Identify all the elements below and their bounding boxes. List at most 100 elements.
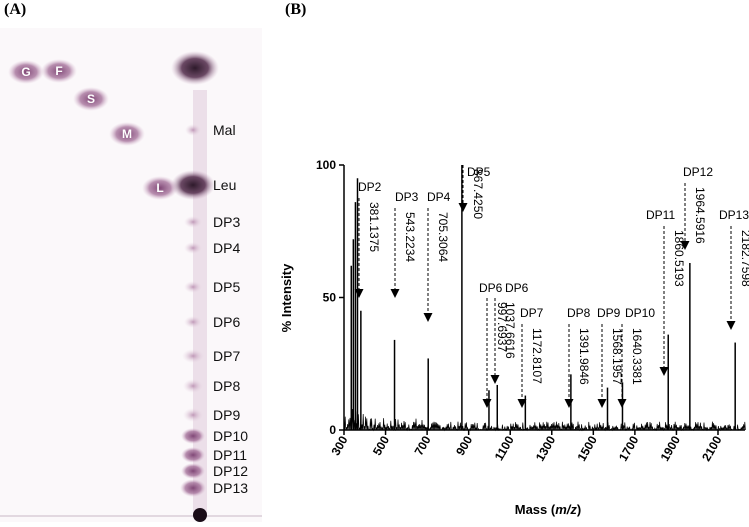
standard-spot-m: M — [109, 122, 145, 146]
ladder-spot-dp6 — [184, 316, 202, 328]
annotation-dp2: DP2 381.1375 — [354, 180, 382, 298]
annotation-label: DP6 — [479, 281, 503, 295]
tlc-ladder-lane: Mal Leu DP3 DP4 DP5 DP6 DP7 DP8 DP9 DP10 DP11DP12D… — [171, 51, 248, 522]
annotation-arrow-icon — [659, 367, 669, 376]
spectrum-baseline-noise — [343, 408, 746, 432]
annotation-label: DP6 — [505, 281, 529, 295]
annotation-mass: 381.1375 — [367, 202, 381, 252]
annotation-mass: 867.4250 — [471, 169, 485, 219]
annotation-dp10: DP10 1640.3381 — [617, 306, 655, 408]
ladder-label-dp5: DP5 — [213, 279, 240, 295]
mass-spectrum-chart: DP2 381.1375 DP3 543.2234 DP4 705.3064 DP5867.… — [279, 158, 749, 517]
x-tick-label-1700: 1700 — [616, 433, 642, 463]
annotation-label: DP7 — [520, 306, 544, 320]
annotation-mass: 2182.7598 — [739, 230, 749, 287]
annotation-dp7: DP7 1172.8107 — [517, 306, 544, 408]
standard-spot-g: G — [8, 60, 44, 84]
annotation-mass: 997.6937 — [495, 302, 509, 352]
ladder-spot-leu — [171, 170, 215, 200]
annotation-arrow-icon — [458, 203, 468, 212]
ladder-spot-dp3 — [184, 216, 202, 228]
annotation-arrow-icon — [390, 289, 400, 298]
standard-spot-label: F — [55, 64, 62, 78]
annotation-dp6: DP6 997.6937 — [479, 281, 509, 408]
annotation-dp3: DP3 543.2234 — [390, 190, 419, 298]
ladder-label-dp8: DP8 — [213, 378, 240, 394]
ladder-origin-spot — [193, 508, 207, 522]
ladder-label-dp9: DP9 — [213, 407, 240, 423]
y-tick-label-50: 50 — [323, 291, 337, 305]
panel-b-label: (B) — [285, 1, 306, 18]
annotation-mass: 705.3064 — [436, 212, 450, 262]
ladder-label-dp4: DP4 — [213, 240, 240, 256]
ladder-label-dp10: DP10 — [213, 428, 248, 444]
x-tick-label-1100: 1100 — [492, 433, 517, 463]
standard-spot-blob — [109, 122, 145, 146]
annotation-dp12: DP12 1964.5916 — [680, 165, 713, 250]
annotation-label: DP9 — [597, 306, 621, 320]
standard-spot-label: M — [122, 127, 132, 141]
ladder-label-leu: Leu — [213, 177, 236, 193]
ladder-spot-dp4 — [184, 242, 202, 254]
tlc-plate: G F S M L Mal Leu DP3 DP4 DP5 DP6 DP7 DP8 DP9 DP10 DP1… — [0, 28, 262, 522]
ladder-top-spot — [171, 51, 219, 85]
annotation-arrow-icon — [354, 289, 364, 298]
annotation-mass: 1568.1957 — [610, 328, 624, 385]
x-tick-label-700: 700 — [412, 433, 434, 458]
standard-spot-blob — [41, 59, 77, 83]
annotation-dp13: DP13 2182.7598 — [719, 208, 749, 330]
annotation-mass: 1172.8107 — [530, 328, 544, 384]
annotation-mass: 1640.3381 — [630, 328, 644, 385]
annotation-mass: 1037.6616 — [503, 302, 517, 359]
annotation-arrow-icon — [680, 241, 690, 250]
ladder-spot-dp12 — [181, 463, 205, 479]
annotation-arrow-icon — [517, 399, 527, 408]
annotation-mass: 543.2234 — [403, 212, 417, 262]
x-tick-label-1500: 1500 — [574, 433, 600, 463]
standard-spot-f: F — [41, 59, 77, 83]
x-tick-label-900: 900 — [453, 433, 475, 458]
annotation-arrow-icon — [564, 399, 574, 408]
annotation-dp9: DP9 1568.1957 — [597, 306, 624, 408]
annotation-arrow-icon — [617, 399, 627, 408]
standard-spot-label: G — [21, 65, 30, 79]
ladder-spot-dp13 — [180, 479, 206, 497]
standard-spot-label: L — [156, 181, 163, 195]
annotation-label: DP5 — [467, 165, 491, 179]
annotation-mass: 1964.5916 — [693, 187, 707, 244]
ladder-label-dp6: DP6 — [213, 314, 240, 330]
annotation-label: DP13 — [719, 208, 749, 222]
ladder-label-dp13: DP13 — [213, 480, 248, 496]
annotation-dp6: DP6 1037.6616 — [490, 281, 529, 384]
panel-a-label: (A) — [4, 1, 26, 18]
annotation-mass: 1391.9846 — [577, 328, 591, 385]
annotation-arrow-icon — [597, 399, 607, 408]
spectrum-peaks — [350, 165, 736, 430]
annotation-dp8: DP8 1391.9846 — [564, 306, 591, 408]
annotation-dp4: DP4 705.3064 — [423, 190, 451, 322]
x-tick-label-1900: 1900 — [658, 433, 684, 463]
ladder-label-mal: Mal — [213, 122, 236, 138]
x-axis-title: Mass (m/z) — [515, 502, 581, 517]
annotation-label: DP3 — [395, 190, 419, 204]
noise-trace — [343, 408, 746, 432]
ladder-spot-dp10 — [181, 428, 205, 444]
annotation-arrow-icon — [423, 313, 433, 322]
y-axis-title: % Intensity — [279, 263, 294, 332]
annotation-arrow-icon — [490, 375, 500, 384]
standard-spot-blob — [73, 87, 109, 111]
y-tick-label-0: 0 — [329, 423, 336, 437]
y-tick-label-100: 100 — [316, 158, 336, 172]
annotation-mass: 1860.5193 — [672, 230, 686, 287]
annotation-label: DP2 — [358, 180, 382, 194]
ladder-label-dp3: DP3 — [213, 214, 240, 230]
x-tick-label-500: 500 — [370, 433, 392, 458]
annotation-label: DP12 — [683, 165, 713, 179]
tlc-plate-background — [0, 28, 262, 522]
ladder-spot-dp9 — [183, 408, 203, 422]
annotation-dp11: DP11 1860.5193 — [646, 208, 686, 376]
x-tick-label-1300: 1300 — [533, 433, 559, 463]
standard-spot-s: S — [73, 87, 109, 111]
